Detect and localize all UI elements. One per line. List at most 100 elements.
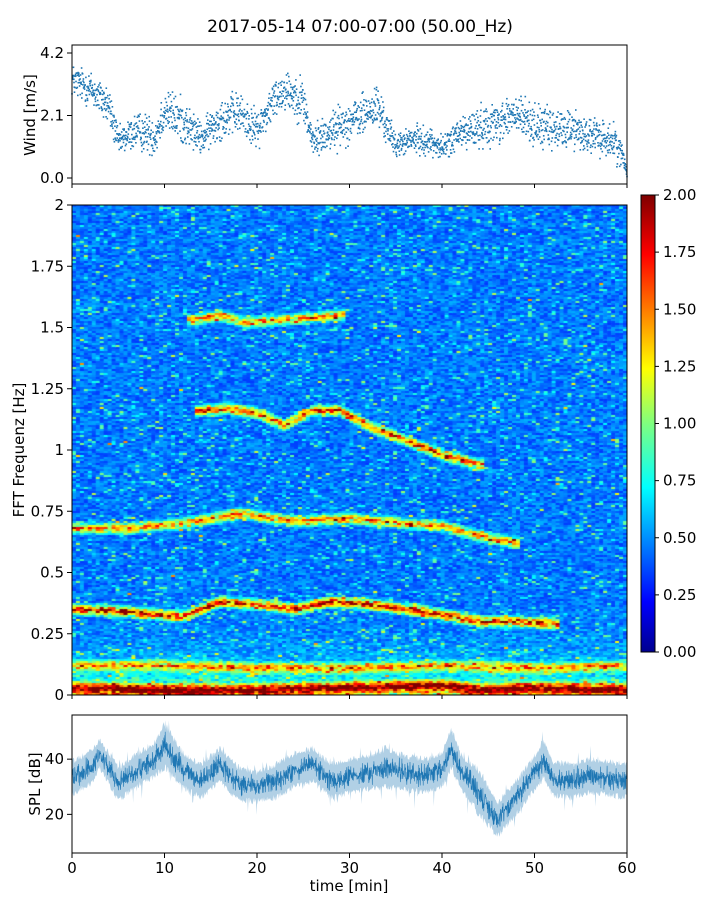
wind-point [228,119,230,121]
wind-point [479,115,482,117]
wind-point [85,105,88,107]
wind-point [498,143,501,145]
wind-point [351,118,354,120]
wind-point [130,141,133,143]
wind-point [313,141,315,144]
wind-point [294,91,297,94]
wind-point [501,119,503,121]
wind-point [271,88,274,91]
wind-point [92,89,94,92]
wind-point [358,118,360,120]
wind-point [405,128,407,130]
wind-point [460,144,463,146]
wind-point [148,126,150,128]
wind-point [84,84,86,86]
wind-point [147,128,149,130]
wind-point [317,147,319,150]
wind-point [81,97,83,99]
wind-point [515,106,518,108]
wind-point [369,102,371,105]
wind-point [611,141,613,143]
wind-point [311,135,314,137]
wind-point [174,130,176,132]
wind-point [385,118,388,121]
wind-point [295,79,297,81]
wind-point [140,141,143,144]
wind-point [427,138,429,141]
wind-point [458,127,461,130]
wind-point [596,129,599,132]
wind-point [291,98,294,100]
wind-point [287,103,290,105]
wind-point [416,132,418,135]
wind-point [107,94,109,97]
spectrogram-y-tick-label: 1.25 [31,380,64,398]
wind-point [615,146,618,149]
wind-point [302,99,305,102]
wind-point [321,141,323,144]
wind-axes-frame [71,44,628,185]
wind-point [281,101,284,103]
wind-point [90,92,93,94]
spl-line-series [71,731,628,828]
wind-point [487,117,490,119]
wind-point [501,109,503,112]
spectrogram-y-tick-label: 0.75 [31,502,64,520]
wind-point [164,109,167,112]
wind-point [185,126,188,129]
wind-point [359,110,362,112]
wind-point [146,123,148,126]
wind-point [80,67,83,69]
wind-point [348,139,351,141]
wind-point [276,101,278,104]
wind-point [195,126,198,128]
wind-point [363,104,365,107]
wind-point [322,145,324,148]
wind-point [356,118,358,120]
wind-point [444,133,447,135]
wind-point [496,111,499,113]
wind-point [528,101,531,104]
wind-point [500,111,502,113]
wind-point [298,102,300,105]
wind-point [382,123,384,126]
wind-point [518,112,521,115]
wind-point [462,136,465,138]
wind-point [141,120,143,122]
wind-point [583,135,586,138]
wind-point [221,116,224,119]
wind-point [293,113,296,115]
wind-point [151,144,154,147]
wind-point [438,148,440,151]
wind-point [463,129,466,132]
wind-point [179,114,181,116]
wind-point [89,81,92,83]
wind-point [465,142,467,144]
wind-point [452,148,455,151]
wind-point [177,113,180,116]
wind-point [399,140,401,143]
wind-point [486,120,488,122]
wind-point [274,112,276,114]
wind-point [267,109,269,111]
wind-point [453,139,455,141]
wind-point [428,138,431,140]
wind-point [90,79,92,82]
wind-point [415,135,418,138]
wind-point [121,145,123,148]
wind-point [511,120,514,123]
wind-point [549,111,552,114]
wind-point [335,132,338,134]
wind-point [585,124,587,127]
wind-point [135,132,137,135]
wind-point [618,152,620,155]
wind-point [171,105,173,107]
wind-point [387,130,389,132]
wind-point [336,137,338,140]
wind-point [577,121,579,124]
wind-point [616,166,618,168]
wind-point [158,126,160,129]
wind-point [412,138,414,140]
wind-point [344,133,346,136]
wind-point [200,135,202,137]
